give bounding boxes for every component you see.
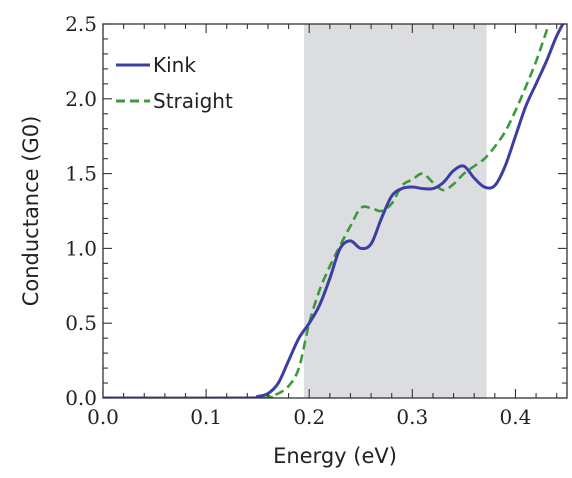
x-tick-label: 0.1 xyxy=(190,405,222,429)
y-tick-label: 2.5 xyxy=(65,12,97,36)
y-tick-label: 2.0 xyxy=(65,87,97,111)
y-tick-label: 0.5 xyxy=(65,311,97,335)
y-tick-label: 0.0 xyxy=(65,386,97,410)
x-axis-label: Energy (eV) xyxy=(273,444,397,468)
legend: Kink Straight xyxy=(116,53,233,113)
series-line-straight xyxy=(103,24,551,398)
x-tick-label: 0.2 xyxy=(293,405,325,429)
plot-frame xyxy=(102,23,568,399)
legend-label-kink: Kink xyxy=(153,53,196,77)
x-tick-label: 0.3 xyxy=(396,405,428,429)
y-axis-label: Conductance (G0) xyxy=(19,116,43,307)
y-tick-label: 1.0 xyxy=(65,236,97,260)
x-tick-label: 0.4 xyxy=(500,405,532,429)
legend-label-straight: Straight xyxy=(153,89,233,113)
y-tick-label: 1.5 xyxy=(65,162,97,186)
shaded-region xyxy=(304,24,487,398)
x-tick-label: 0.0 xyxy=(87,405,119,429)
series-line-kink xyxy=(103,24,565,398)
